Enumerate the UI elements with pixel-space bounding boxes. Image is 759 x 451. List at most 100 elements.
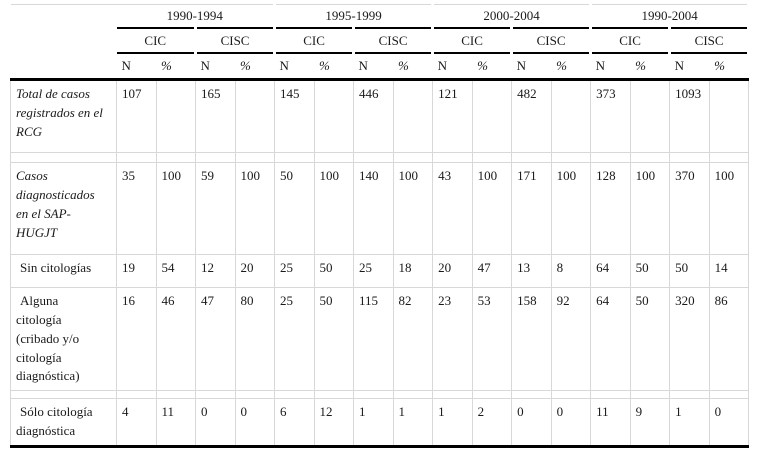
spacer-cell xyxy=(708,390,750,400)
row-label: Casos diagnosticados en el SAP-HUGJT xyxy=(10,162,117,255)
cell: 0 xyxy=(234,398,276,448)
cell: 20 xyxy=(234,254,276,288)
row-label: Sólo citología diagnóstica xyxy=(10,398,117,448)
cell: 100 xyxy=(708,162,750,255)
spacer-cell xyxy=(550,390,592,400)
cell: 53 xyxy=(471,286,513,392)
cell: 23 xyxy=(432,286,473,392)
cell: 12 xyxy=(313,398,355,448)
cell xyxy=(313,79,355,153)
cell xyxy=(550,79,592,153)
table-row: Casos diagnosticados en el SAP-HUGJT 35 10… xyxy=(10,162,750,255)
cell: 92 xyxy=(550,286,592,392)
row-label: Sin citologías xyxy=(10,254,117,288)
cell: 47 xyxy=(195,286,236,392)
measure-header: % xyxy=(472,53,512,81)
spacer-cell xyxy=(432,390,473,400)
cell: 115 xyxy=(353,286,394,392)
spacer-cell xyxy=(234,152,276,163)
group-header: CIC xyxy=(590,28,672,54)
measure-header: % xyxy=(314,53,354,81)
measure-header: % xyxy=(156,53,196,81)
table-body: Total de casos registrados en el RCG 107 1… xyxy=(10,79,750,448)
period-header: 1995-1999 xyxy=(274,4,435,29)
group-header: CISC xyxy=(669,28,751,54)
spacer-cell xyxy=(432,152,473,163)
cell: 54 xyxy=(155,254,196,288)
spacer-cell xyxy=(511,152,552,163)
group-header: CISC xyxy=(353,28,435,54)
cell: 46 xyxy=(155,286,196,392)
cell: 2 xyxy=(471,398,513,448)
cell: 50 xyxy=(313,286,355,392)
cell: 13 xyxy=(511,254,552,288)
group-header: CISC xyxy=(195,28,277,54)
spacer-cell xyxy=(550,152,592,163)
spacer-cell xyxy=(195,390,236,400)
table-row: Alguna citología (cribado y/o citología … xyxy=(10,286,750,392)
cell: 482 xyxy=(511,79,552,153)
measure-header: N xyxy=(353,53,394,81)
measure-header: N xyxy=(669,53,710,81)
cell: 373 xyxy=(590,79,631,153)
cell: 1 xyxy=(669,398,710,448)
cell: 64 xyxy=(590,254,631,288)
spacer-cell xyxy=(392,152,434,163)
cell: 140 xyxy=(353,162,394,255)
cell: 11 xyxy=(155,398,196,448)
header-row-measures: N% N% N% N% N% N% N% N% xyxy=(10,53,749,81)
spacer-cell xyxy=(669,152,710,163)
cell: 100 xyxy=(629,162,671,255)
spacer-cell xyxy=(392,390,434,400)
cell: 107 xyxy=(116,79,157,153)
header-row-periods: 1990-1994 1995-1999 2000-2004 1990-2004 xyxy=(10,4,751,29)
period-header: 1990-2004 xyxy=(590,4,751,29)
measure-header: N xyxy=(590,53,631,81)
cell xyxy=(471,79,513,153)
measure-header: N xyxy=(274,53,315,81)
corner-cell xyxy=(10,4,117,28)
spacer-row xyxy=(10,152,750,163)
cell xyxy=(234,79,276,153)
cell: 0 xyxy=(511,398,552,448)
cell xyxy=(629,79,671,153)
spacer-cell xyxy=(353,390,394,400)
cell: 47 xyxy=(471,254,513,288)
cell xyxy=(708,79,750,153)
cell: 18 xyxy=(392,254,434,288)
cell: 121 xyxy=(432,79,473,153)
spacer-cell xyxy=(116,152,157,163)
cell: 1 xyxy=(353,398,394,448)
cell xyxy=(155,79,196,153)
cell: 100 xyxy=(155,162,196,255)
cell: 19 xyxy=(116,254,157,288)
cell: 0 xyxy=(195,398,236,448)
spacer-cell xyxy=(195,152,236,163)
cell: 25 xyxy=(353,254,394,288)
cell: 145 xyxy=(274,79,315,153)
cell: 100 xyxy=(392,162,434,255)
spacer-cell xyxy=(10,390,117,400)
spacer-cell xyxy=(274,390,315,400)
cell: 1 xyxy=(432,398,473,448)
cell: 80 xyxy=(234,286,276,392)
cell: 86 xyxy=(708,286,750,392)
results-table: 1990-1994 1995-1999 2000-2004 1990-2004 CIC C… xyxy=(10,4,751,448)
cell: 35 xyxy=(116,162,157,255)
spacer-cell xyxy=(234,390,276,400)
measure-header: % xyxy=(551,53,591,81)
cell: 320 xyxy=(669,286,710,392)
spacer-cell xyxy=(353,152,394,163)
measure-header: N xyxy=(432,53,473,81)
corner-cell xyxy=(10,53,117,81)
spacer-cell xyxy=(155,152,196,163)
row-label: Total de casos registrados en el RCG xyxy=(10,79,117,153)
spacer-cell xyxy=(116,390,157,400)
measure-header: N xyxy=(116,53,156,81)
cell: 50 xyxy=(629,286,671,392)
spacer-cell xyxy=(590,390,631,400)
cell: 0 xyxy=(550,398,592,448)
header-row-groups: CIC CISC CIC CISC CIC CISC CIC CISC xyxy=(11,28,751,54)
group-header: CIC xyxy=(116,28,197,54)
cell: 16 xyxy=(116,286,157,392)
